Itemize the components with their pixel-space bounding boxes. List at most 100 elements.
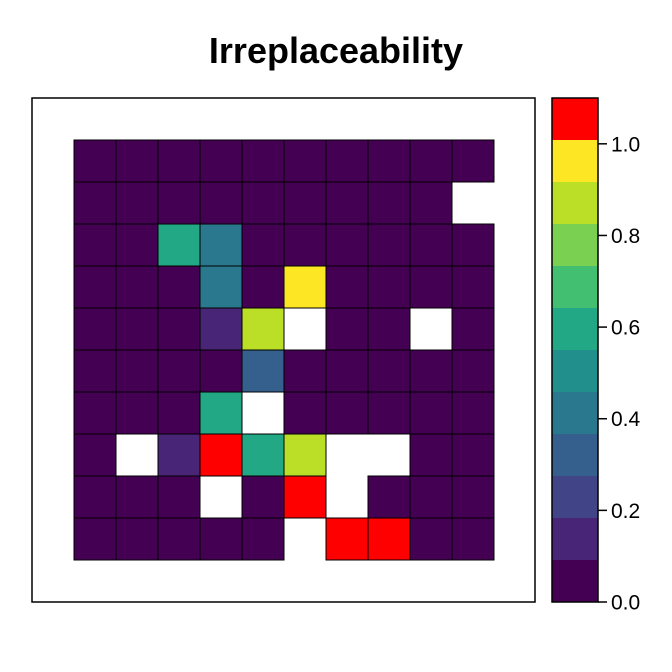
- heatmap-cell-r3-c4: [241, 265, 285, 309]
- heatmap-cell-r2-c8: [409, 223, 453, 267]
- heatmap-cell-r2-c9: [451, 223, 495, 267]
- heatmap-cell-r8-c7: [367, 475, 411, 519]
- heatmap-cell-r9-c2: [157, 517, 201, 561]
- heatmap-cell-r6-c6: [325, 391, 369, 435]
- heatmap-cell-r2-c4: [241, 223, 285, 267]
- heatmap-cell-r8-c9: [451, 475, 495, 519]
- heatmap-cell-r7-c3: [199, 433, 243, 477]
- heatmap-cell-r9-c4: [241, 517, 285, 561]
- colorbar-segment-9: [552, 182, 598, 224]
- colorbar-tick-label-3: 0.6: [611, 317, 640, 340]
- heatmap-cell-r4-c0: [73, 307, 117, 351]
- heatmap-cell-r4-c3: [199, 307, 243, 351]
- colorbar-segment-7: [552, 266, 598, 308]
- heatmap-cell-r9-c6: [325, 517, 369, 561]
- colorbar-frame: [551, 97, 599, 603]
- heatmap-cell-r0-c8: [409, 139, 453, 183]
- heatmap-cell-r3-c7: [367, 265, 411, 309]
- heatmap-cell-r7-c5: [283, 433, 327, 477]
- heatmap-cell-r7-c2: [157, 433, 201, 477]
- heatmap-cell-r3-c2: [157, 265, 201, 309]
- heatmap-cell-r4-c2: [157, 307, 201, 351]
- heatmap-cell-r0-c2: [157, 139, 201, 183]
- colorbar-segment-10: [552, 140, 598, 182]
- heatmap-cell-r1-c0: [73, 181, 117, 225]
- heatmap-cell-r5-c1: [115, 349, 159, 393]
- heatmap-cell-r9-c7: [367, 517, 411, 561]
- chart-title: Irreplaceability: [208, 30, 464, 71]
- heatmap-cell-r2-c3: [199, 223, 243, 267]
- colorbar-segment-0: [552, 560, 598, 602]
- heatmap-cell-r5-c3: [199, 349, 243, 393]
- heatmap-cell-r3-c3: [199, 265, 243, 309]
- heatmap-cell-r0-c0: [73, 139, 117, 183]
- heatmap-cell-r2-c2: [157, 223, 201, 267]
- heatmap-cell-r5-c9: [451, 349, 495, 393]
- heatmap-cell-r0-c7: [367, 139, 411, 183]
- colorbar-tick-label-1: 0.2: [611, 500, 640, 523]
- heatmap-cell-r4-c9: [451, 307, 495, 351]
- heatmap-cell-r7-c4: [241, 433, 285, 477]
- colorbar-tick-label-5: 1.0: [611, 133, 640, 156]
- heatmap-cell-r6-c3: [199, 391, 243, 435]
- heatmap-cell-r1-c8: [409, 181, 453, 225]
- heatmap-cell-r4-c6: [325, 307, 369, 351]
- heatmap-cell-r5-c7: [367, 349, 411, 393]
- heatmap-cell-r9-c8: [409, 517, 453, 561]
- heatmap-cell-r6-c7: [367, 391, 411, 435]
- heatmap-cell-r7-c9: [451, 433, 495, 477]
- heatmap-cell-r5-c4: [241, 349, 285, 393]
- colorbar-tick-label-4: 0.8: [611, 225, 640, 248]
- heatmap-cell-r8-c0: [73, 475, 117, 519]
- heatmap-cell-r5-c5: [283, 349, 327, 393]
- colorbar-segment-4: [552, 392, 598, 434]
- heatmap-cell-r8-c4: [241, 475, 285, 519]
- heatmap-cells: [73, 139, 495, 561]
- heatmap-cell-r7-c0: [73, 433, 117, 477]
- heatmap-cell-r3-c5: [283, 265, 327, 309]
- heatmap-cell-r2-c6: [325, 223, 369, 267]
- plot-frame: [31, 97, 536, 603]
- heatmap-cell-r1-c6: [325, 181, 369, 225]
- heatmap-cell-r5-c6: [325, 349, 369, 393]
- colorbar-segment-3: [552, 434, 598, 476]
- heatmap-cell-r3-c9: [451, 265, 495, 309]
- heatmap-cell-r0-c1: [115, 139, 159, 183]
- heatmap-cell-r0-c9: [451, 139, 495, 183]
- heatmap-cell-r5-c8: [409, 349, 453, 393]
- colorbar-segment-1: [552, 518, 598, 560]
- heatmap-cell-r6-c5: [283, 391, 327, 435]
- heatmap-cell-r4-c4: [241, 307, 285, 351]
- colorbar-segment-2: [552, 476, 598, 518]
- heatmap-cell-r3-c6: [325, 265, 369, 309]
- colorbar-tick-label-2: 0.4: [611, 408, 641, 431]
- heatmap-cell-r9-c1: [115, 517, 159, 561]
- heatmap-cell-r4-c1: [115, 307, 159, 351]
- heatmap-cell-r2-c7: [367, 223, 411, 267]
- heatmap-cell-r0-c4: [241, 139, 285, 183]
- heatmap-cell-r9-c3: [199, 517, 243, 561]
- heatmap-cell-r1-c4: [241, 181, 285, 225]
- heatmap-cell-r0-c3: [199, 139, 243, 183]
- heatmap-cell-r9-c0: [73, 517, 117, 561]
- heatmap-cell-r3-c1: [115, 265, 159, 309]
- heatmap-cell-r3-c8: [409, 265, 453, 309]
- heatmap-cell-r6-c8: [409, 391, 453, 435]
- colorbar-segment-11: [552, 98, 598, 140]
- colorbar-segment-6: [552, 308, 598, 350]
- heatmap-cell-r8-c5: [283, 475, 327, 519]
- heatmap-cell-r2-c5: [283, 223, 327, 267]
- heatmap-cell-r2-c1: [115, 223, 159, 267]
- heatmap-cell-r0-c6: [325, 139, 369, 183]
- colorbar-tick-label-0: 0.0: [611, 592, 640, 615]
- heatmap-cell-r3-c0: [73, 265, 117, 309]
- colorbar: [551, 97, 599, 603]
- heatmap-cell-r1-c5: [283, 181, 327, 225]
- heatmap-cell-r1-c2: [157, 181, 201, 225]
- heatmap-cell-r2-c0: [73, 223, 117, 267]
- heatmap-cell-r6-c1: [115, 391, 159, 435]
- heatmap-cell-r9-c9: [451, 517, 495, 561]
- heatmap-cell-r5-c2: [157, 349, 201, 393]
- heatmap-cell-r6-c2: [157, 391, 201, 435]
